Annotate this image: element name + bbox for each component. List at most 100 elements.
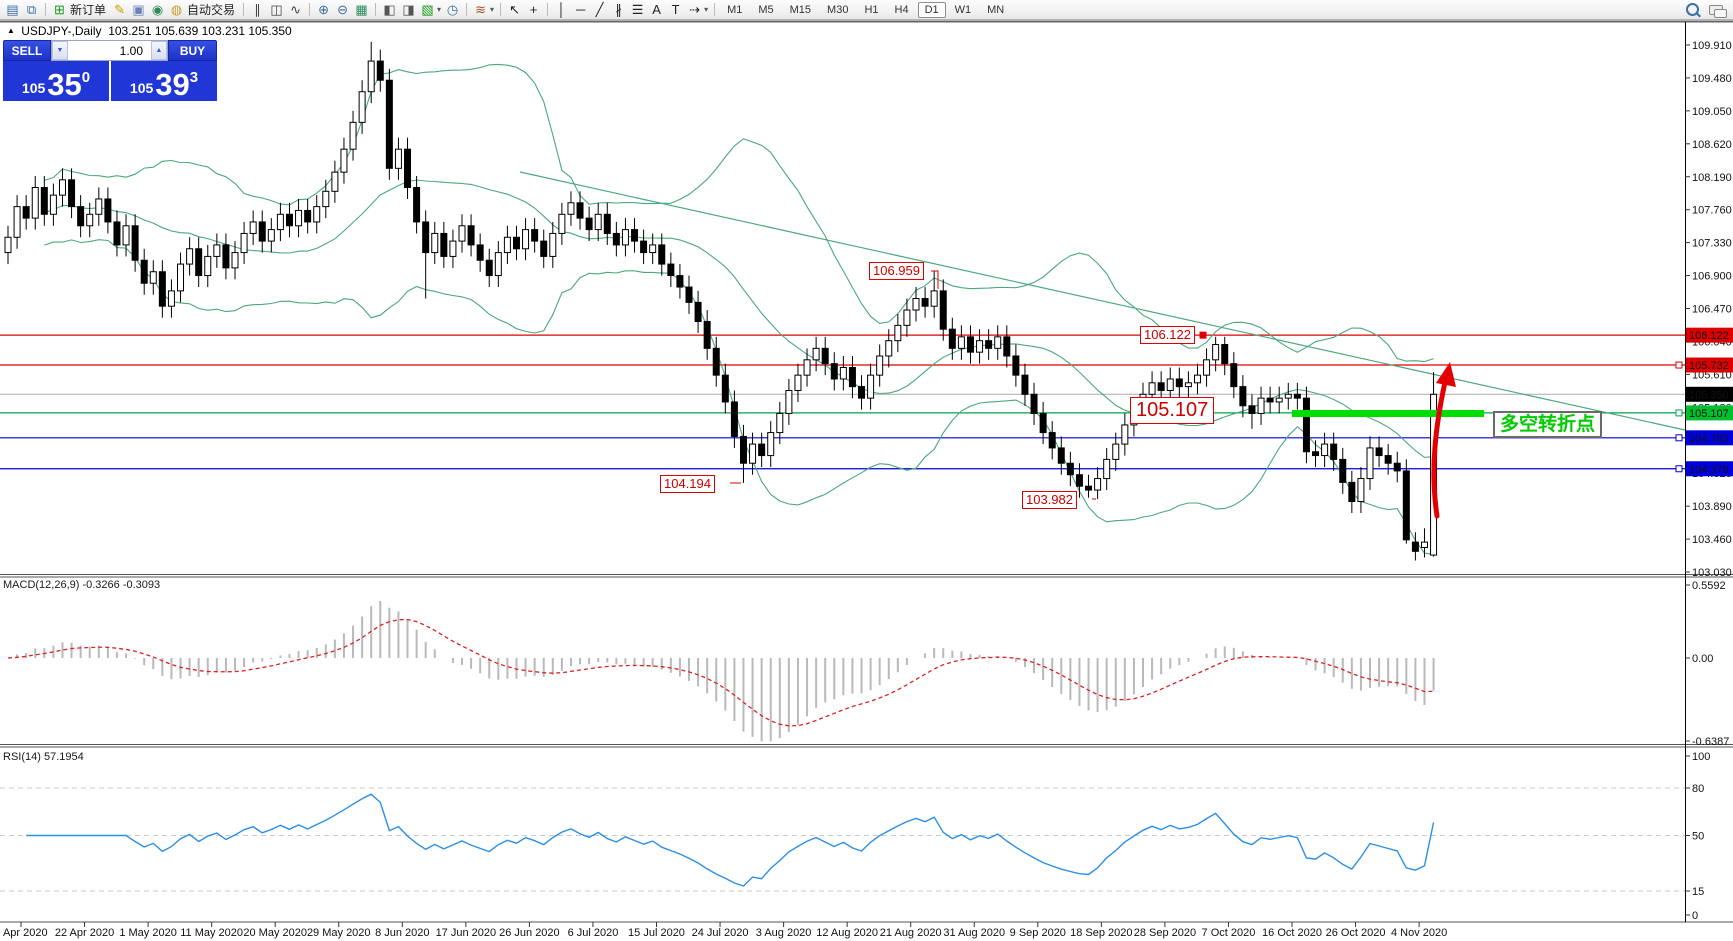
sell-price-point: 0 xyxy=(81,69,91,86)
cursor-icon[interactable]: ↖ xyxy=(509,1,521,17)
candle-body xyxy=(358,91,366,123)
timeframe-M5[interactable]: M5 xyxy=(758,3,774,16)
trendline-icon[interactable]: ╱ xyxy=(595,1,604,17)
equidistant-channel-icon[interactable]: ∦ xyxy=(615,1,622,17)
sell-price-pips: 35 xyxy=(47,66,82,102)
new-order-icon[interactable]: ⊞ xyxy=(54,1,65,17)
line-handle xyxy=(1199,331,1207,339)
candle-body xyxy=(858,386,866,399)
text-label-icon[interactable]: T xyxy=(671,1,680,17)
text-icon[interactable]: A xyxy=(652,1,661,17)
candle-body xyxy=(803,359,811,376)
price-tag xyxy=(1686,357,1733,373)
auto-arrange-icon[interactable]: ◧ xyxy=(383,1,396,17)
candle-body xyxy=(1121,424,1129,445)
candle-body xyxy=(31,186,39,219)
expert-advisor-icon[interactable]: ▣ xyxy=(132,1,145,17)
buy-button[interactable]: BUY xyxy=(168,40,217,61)
collapse-triangle-icon[interactable]: ▲ xyxy=(7,26,15,35)
toolbar-separator xyxy=(375,3,377,16)
rsi-scale-label: 0 xyxy=(1692,910,1698,922)
templates-icon[interactable]: ▧ xyxy=(421,1,434,17)
zoom-out-icon[interactable]: ⊖ xyxy=(337,1,348,17)
crosshair-icon[interactable]: + xyxy=(529,1,538,17)
line-handle xyxy=(1675,465,1683,473)
eraser-icon[interactable]: ✎ xyxy=(114,1,125,17)
candle-body xyxy=(1057,447,1065,464)
volume-value[interactable]: 1.00 xyxy=(119,43,143,58)
toolbar-separator xyxy=(714,3,716,16)
candle-body xyxy=(540,240,548,257)
alerts-clock-icon[interactable]: ◷ xyxy=(446,1,459,17)
bar-chart-icon[interactable]: ∥ xyxy=(254,1,261,17)
chat-icon[interactable] xyxy=(1709,4,1727,18)
volume-increase-button[interactable]: ▲ xyxy=(151,41,167,60)
timeframe-H1[interactable]: H1 xyxy=(864,3,879,16)
signals-icon[interactable]: ◉ xyxy=(151,1,164,17)
timeframe-W1[interactable]: W1 xyxy=(954,3,972,16)
zoom-in-icon[interactable]: ⊕ xyxy=(318,1,329,17)
line-chart-icon[interactable]: ∿ xyxy=(290,1,301,17)
up-arrow-shaft xyxy=(1431,379,1448,519)
candle-body xyxy=(77,206,85,227)
candlestick-icon[interactable]: ◫ xyxy=(270,1,283,17)
symbol-period-label: USDJPY-,Daily xyxy=(21,24,102,38)
price-axis-label: 106.900 xyxy=(1692,271,1732,283)
candle-body xyxy=(503,236,511,254)
fibonacci-icon[interactable]: ☰ xyxy=(631,1,644,17)
candle-body xyxy=(676,275,684,288)
timeframe-M15[interactable]: M15 xyxy=(789,3,812,16)
horizontal-line-icon[interactable]: ─ xyxy=(575,1,586,17)
arrows-icon[interactable]: ⇢ xyxy=(689,1,701,17)
candle-body xyxy=(276,213,284,231)
buy-price-display[interactable]: 105 39 3 xyxy=(111,61,217,101)
candle-body xyxy=(240,232,248,254)
candle-body xyxy=(349,121,357,150)
candle-body xyxy=(558,213,566,234)
date-axis-label: 26 Oct 2020 xyxy=(1326,927,1386,939)
candle-body xyxy=(957,336,965,349)
dropdown-caret-icon[interactable]: ▾ xyxy=(490,5,495,14)
candle-body xyxy=(458,225,466,242)
sell-button[interactable]: SELL xyxy=(3,40,51,61)
date-axis-label: 4 Nov 2020 xyxy=(1391,927,1447,939)
auto-trading-label[interactable]: 自动交易 xyxy=(187,3,236,17)
vertical-line-icon[interactable]: │ xyxy=(557,1,566,17)
auto-trading-icon[interactable]: ◍ xyxy=(170,1,183,17)
tile-windows-icon[interactable]: ▦ xyxy=(355,1,368,17)
indicator-list-icon[interactable]: ≋ xyxy=(475,1,486,17)
candle-body xyxy=(331,171,339,192)
search-icon[interactable] xyxy=(1686,3,1699,16)
candle-body xyxy=(721,374,729,403)
new-order-label[interactable]: 新订单 xyxy=(70,3,107,17)
timeframe-MN[interactable]: MN xyxy=(987,3,1005,16)
candle-body xyxy=(204,255,212,277)
dropdown-caret-icon[interactable]: ▾ xyxy=(437,5,442,14)
sell-price-display[interactable]: 105 35 0 xyxy=(3,61,109,101)
volume-decrease-button[interactable]: ▼ xyxy=(52,41,68,60)
price-axis-label: 109.050 xyxy=(1692,106,1732,118)
candle-body xyxy=(1330,443,1338,460)
chart-profiles-icon[interactable]: ⧉ xyxy=(26,1,37,17)
candle-body xyxy=(1085,485,1093,491)
candle-body xyxy=(195,248,203,277)
timeframe-M30[interactable]: M30 xyxy=(827,3,849,16)
candle-body xyxy=(585,217,593,231)
timeframe-M1[interactable]: M1 xyxy=(727,3,743,16)
price-callout: 104.194 xyxy=(660,475,715,493)
timeframe-D1[interactable]: D1 xyxy=(917,1,946,18)
price-axis-label: 109.480 xyxy=(1692,73,1732,85)
dropdown-caret-icon[interactable]: ▾ xyxy=(704,5,709,14)
candle-body xyxy=(1203,359,1211,376)
timeframe-H4[interactable]: H4 xyxy=(894,3,909,16)
new-chart-icon[interactable]: ▤ xyxy=(6,1,19,17)
candle-body xyxy=(367,60,375,93)
chart-shift-icon[interactable]: ◨ xyxy=(402,1,415,17)
candle-body xyxy=(658,244,666,265)
date-axis-label: 26 Jun 2020 xyxy=(499,927,560,939)
macd-scale-label: -0.6387 xyxy=(1692,736,1729,748)
price-tag-label: 104.378 xyxy=(1689,464,1729,476)
candle-body xyxy=(739,435,747,464)
